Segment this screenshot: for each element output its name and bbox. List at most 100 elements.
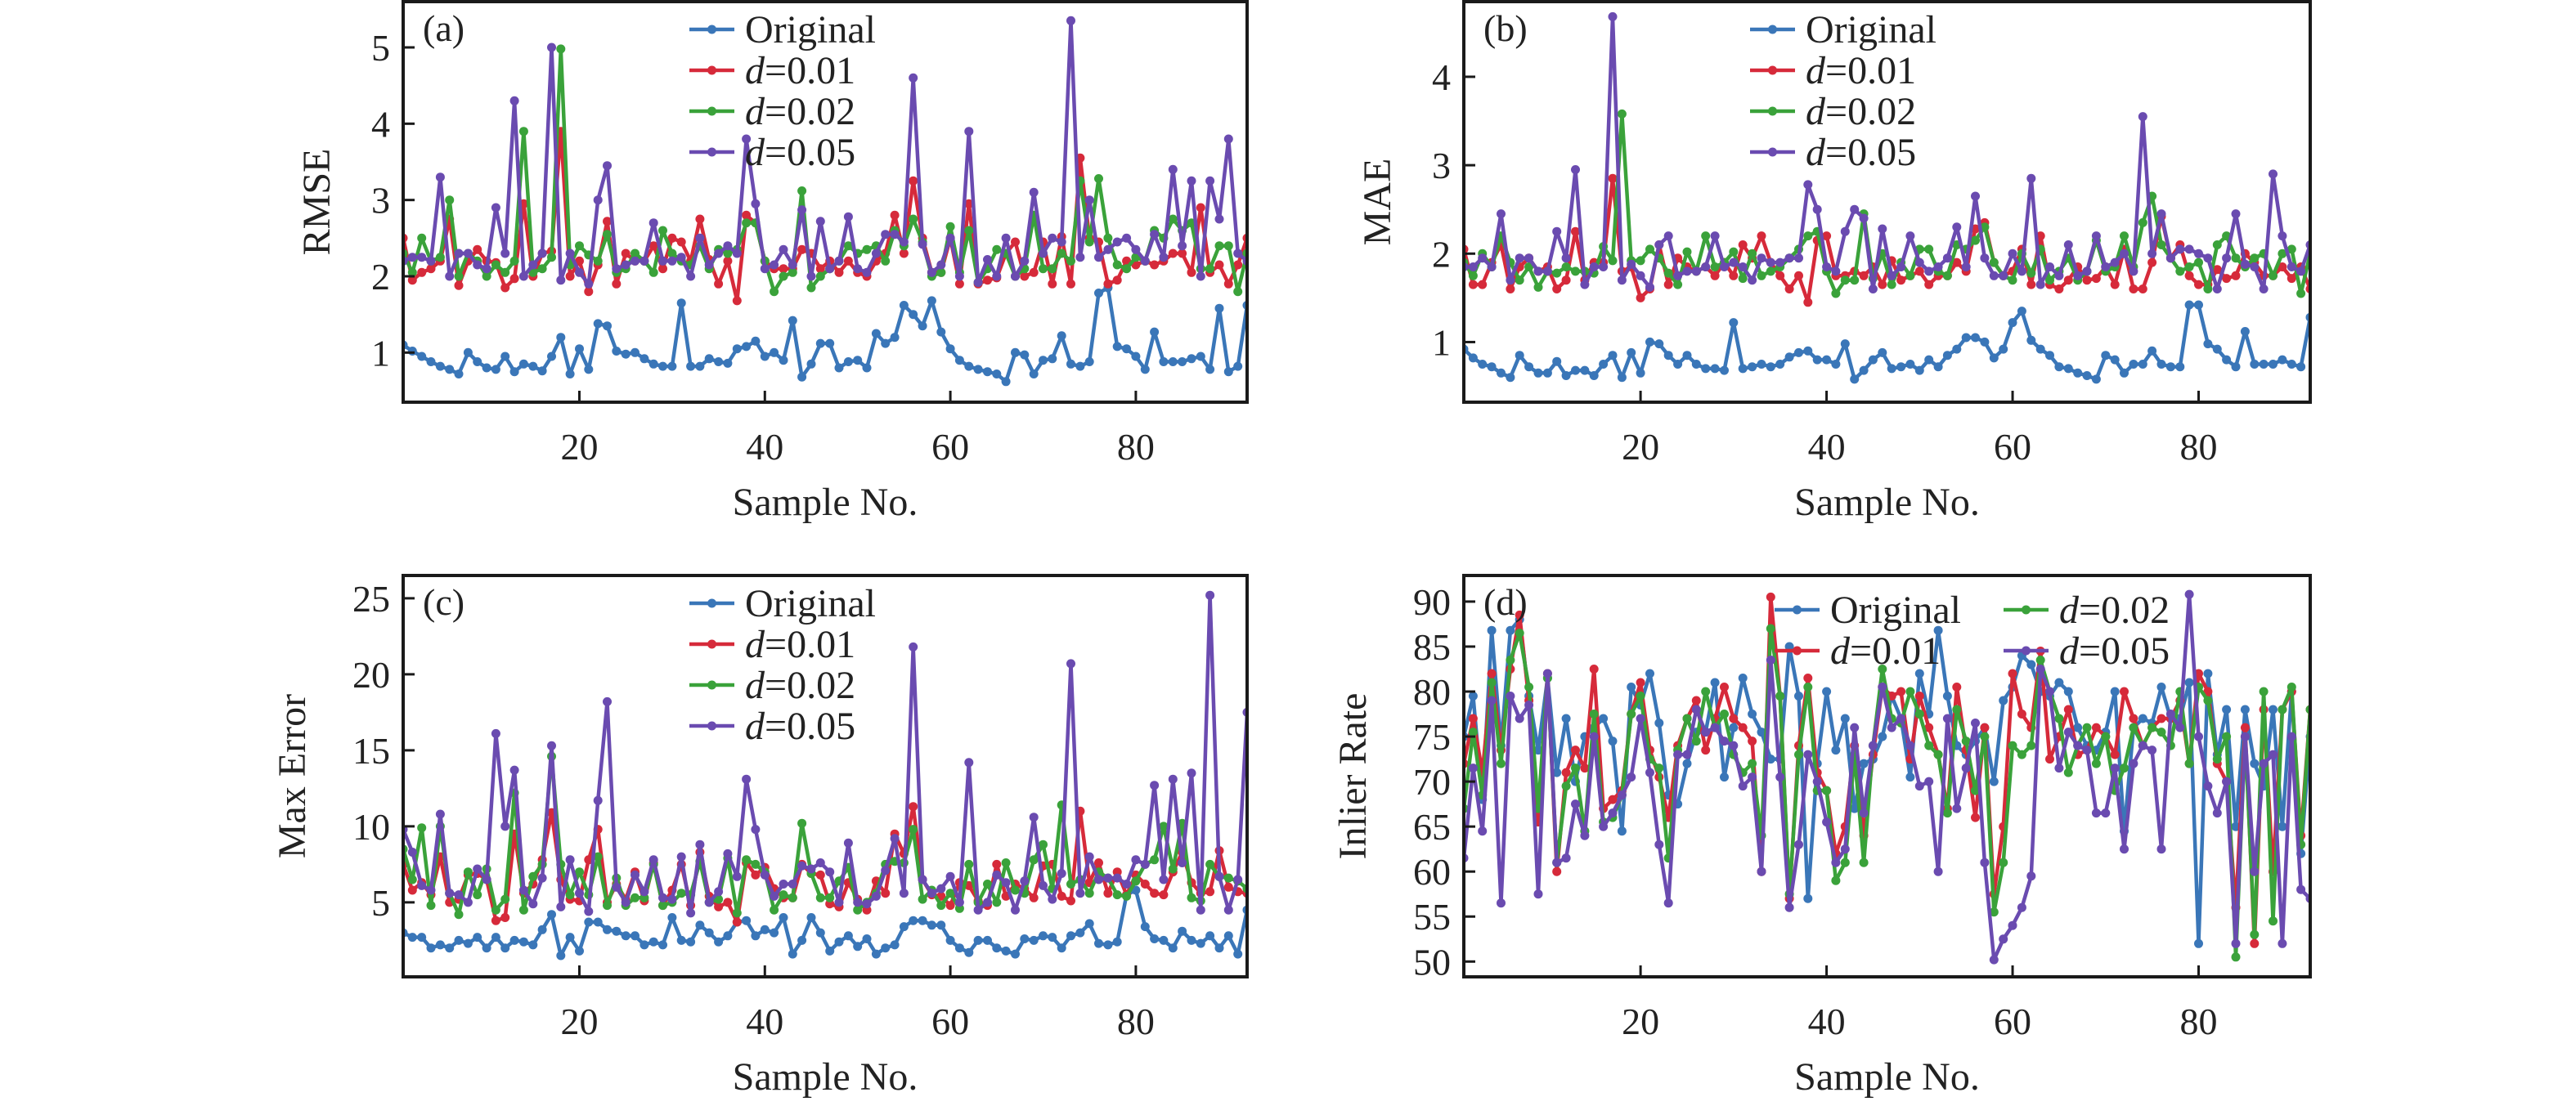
data-point <box>1933 362 1943 372</box>
data-point <box>714 887 724 897</box>
data-point <box>1552 226 1562 236</box>
data-point <box>1515 610 1524 620</box>
data-point <box>1999 696 2008 705</box>
panel-tag: (d) <box>1483 581 1528 623</box>
legend-swatch-marker <box>707 25 716 34</box>
data-point <box>1933 262 1943 271</box>
data-point <box>964 199 974 208</box>
data-point <box>482 271 491 281</box>
data-point <box>770 260 779 270</box>
legend-item: Original <box>689 582 876 625</box>
data-point <box>1812 204 1822 214</box>
data-point <box>788 260 797 270</box>
data-point <box>881 943 891 953</box>
data-point <box>2278 231 2287 241</box>
data-point <box>806 271 816 281</box>
data-point <box>1150 327 1160 337</box>
data-point <box>565 890 575 900</box>
data-point <box>537 366 547 376</box>
data-point <box>825 264 835 274</box>
data-point <box>2259 759 2269 768</box>
data-point <box>1627 772 1636 782</box>
data-point <box>1252 172 1261 181</box>
data-point <box>2026 268 2036 278</box>
data-point <box>2147 257 2157 267</box>
legend-label-variable: d <box>1806 49 1826 92</box>
data-point <box>603 217 612 226</box>
data-point <box>1654 240 1664 249</box>
data-point <box>1682 750 1692 759</box>
data-point <box>2054 678 2064 687</box>
data-point <box>1748 737 1757 746</box>
data-point <box>1803 893 1813 903</box>
data-point <box>1066 359 1075 369</box>
data-point <box>983 898 992 907</box>
data-point <box>1057 891 1066 901</box>
legend-swatch-marker <box>2022 646 2031 656</box>
x-axis-label: Sample No. <box>1794 481 1980 524</box>
data-point <box>2035 665 2045 674</box>
data-point <box>463 347 473 357</box>
data-point <box>1084 919 1094 929</box>
data-point <box>2156 240 2166 249</box>
data-point <box>2231 271 2241 280</box>
data-point <box>1122 264 1132 274</box>
y-tick-label: 20 <box>352 654 390 696</box>
data-point <box>1636 678 1645 687</box>
data-point <box>742 210 752 220</box>
data-point <box>2017 902 2026 912</box>
data-point <box>473 890 482 900</box>
data-point <box>1196 203 1205 213</box>
y-tick-label: 1 <box>371 332 390 374</box>
data-point <box>2212 754 2222 764</box>
legend-label-variable: d <box>1806 131 1826 174</box>
data-point <box>825 946 835 956</box>
data-point <box>1850 723 1860 732</box>
data-point <box>2231 952 2241 962</box>
data-point <box>945 233 955 243</box>
data-point <box>1942 714 1952 723</box>
data-point <box>1066 880 1075 889</box>
data-point <box>1066 896 1075 906</box>
data-point <box>964 361 974 371</box>
x-tick-label: 60 <box>1994 1001 2031 1042</box>
data-point <box>871 329 881 338</box>
data-point <box>1961 737 1971 746</box>
data-point <box>1214 260 1224 270</box>
data-point <box>491 933 500 943</box>
data-point <box>1506 692 1515 701</box>
data-point <box>1766 656 1775 665</box>
data-point <box>1214 214 1224 224</box>
x-tick-label: 20 <box>560 426 598 468</box>
data-point <box>1561 253 1571 263</box>
data-point <box>2203 696 2213 705</box>
legend-label: d=0.01 <box>745 49 855 92</box>
data-point <box>1757 271 1766 280</box>
data-point <box>454 910 464 920</box>
data-point <box>1831 746 1841 755</box>
data-point <box>2184 589 2194 599</box>
data-point <box>2278 938 2287 948</box>
data-point <box>1766 624 1775 634</box>
legend-item: d=0.01 <box>689 623 855 666</box>
data-point <box>1524 701 1534 710</box>
data-point <box>417 253 427 262</box>
data-point <box>1663 268 1673 278</box>
data-point <box>1775 692 1785 701</box>
data-point <box>593 319 603 329</box>
y-tick-label: 2 <box>371 256 390 298</box>
legend-swatch-marker <box>1793 646 1802 656</box>
data-point <box>2073 741 2083 750</box>
y-tick-label: 25 <box>352 578 390 620</box>
data-point <box>593 195 603 205</box>
data-point <box>1599 360 1609 369</box>
data-point <box>1608 737 1618 746</box>
data-point <box>843 241 853 251</box>
data-point <box>732 296 742 306</box>
data-point <box>2008 318 2017 328</box>
data-point <box>1487 362 1497 372</box>
data-point <box>1223 905 1233 915</box>
data-point <box>1020 876 1030 886</box>
